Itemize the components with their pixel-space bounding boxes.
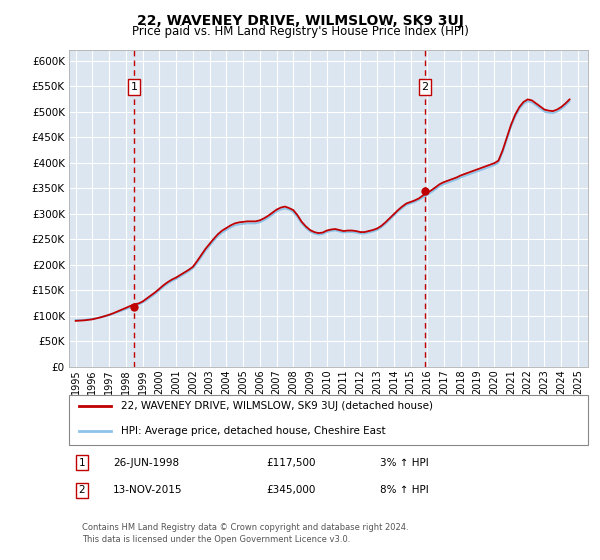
Text: 22, WAVENEY DRIVE, WILMSLOW, SK9 3UJ (detached house): 22, WAVENEY DRIVE, WILMSLOW, SK9 3UJ (de… [121,401,433,411]
Text: 1: 1 [130,82,137,92]
Text: 13-NOV-2015: 13-NOV-2015 [113,485,182,495]
Text: 26-JUN-1998: 26-JUN-1998 [113,458,179,468]
Text: 2: 2 [422,82,428,92]
Text: Price paid vs. HM Land Registry's House Price Index (HPI): Price paid vs. HM Land Registry's House … [131,25,469,38]
Text: 8% ↑ HPI: 8% ↑ HPI [380,485,429,495]
Text: £345,000: £345,000 [266,485,316,495]
FancyBboxPatch shape [69,395,588,445]
Text: Contains HM Land Registry data © Crown copyright and database right 2024.
This d: Contains HM Land Registry data © Crown c… [82,522,409,544]
Text: 22, WAVENEY DRIVE, WILMSLOW, SK9 3UJ: 22, WAVENEY DRIVE, WILMSLOW, SK9 3UJ [137,14,463,28]
Text: HPI: Average price, detached house, Cheshire East: HPI: Average price, detached house, Ches… [121,426,386,436]
Text: 1: 1 [79,458,85,468]
Text: 2: 2 [79,485,85,495]
Text: £117,500: £117,500 [266,458,316,468]
Text: 3% ↑ HPI: 3% ↑ HPI [380,458,429,468]
